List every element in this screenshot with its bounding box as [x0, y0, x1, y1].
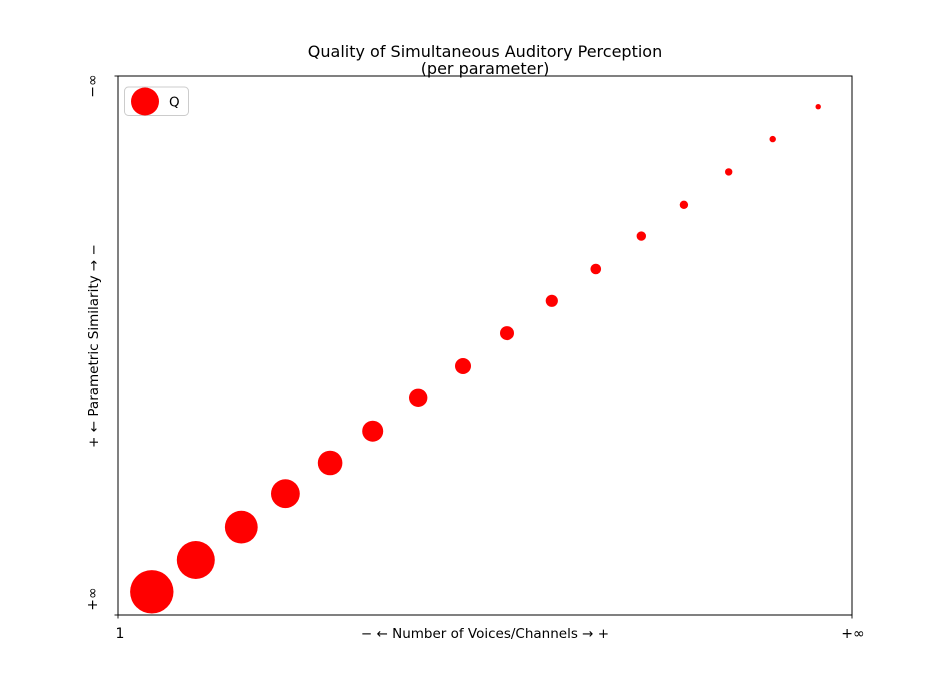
chart-title-line1: Quality of Simultaneous Auditory Percept…: [308, 42, 662, 61]
x-tick-label-right: +∞: [841, 626, 864, 642]
data-point: [224, 510, 258, 544]
data-point: [725, 168, 733, 176]
data-point: [130, 570, 174, 614]
tick-marks: [114, 75, 853, 619]
x-tick-label-left: 1: [116, 626, 125, 642]
data-point: [455, 358, 471, 374]
y-axis-label: + ← Parametric Similarity → −: [86, 244, 102, 448]
data-point: [500, 326, 514, 341]
data-point: [769, 135, 776, 143]
data-point: [815, 104, 821, 110]
bubble-series: [130, 104, 821, 614]
x-axis-label: − ← Number of Voices/Channels → +: [361, 626, 609, 642]
data-point: [679, 200, 689, 209]
data-point: [362, 420, 384, 442]
chart-title-line2: (per parameter): [421, 59, 550, 78]
legend-marker-icon: [131, 87, 159, 116]
data-point: [409, 388, 428, 407]
legend: Q: [124, 86, 189, 116]
data-point: [317, 450, 343, 476]
legend-label: Q: [169, 95, 180, 111]
data-point: [590, 263, 602, 275]
y-tick-label-bottom: +∞: [85, 587, 101, 610]
data-point: [271, 479, 300, 509]
data-point: [176, 541, 215, 579]
plot-area: [117, 75, 853, 616]
y-tick-label-top: −∞: [85, 74, 101, 97]
data-point: [545, 294, 558, 307]
data-point: [636, 231, 646, 241]
